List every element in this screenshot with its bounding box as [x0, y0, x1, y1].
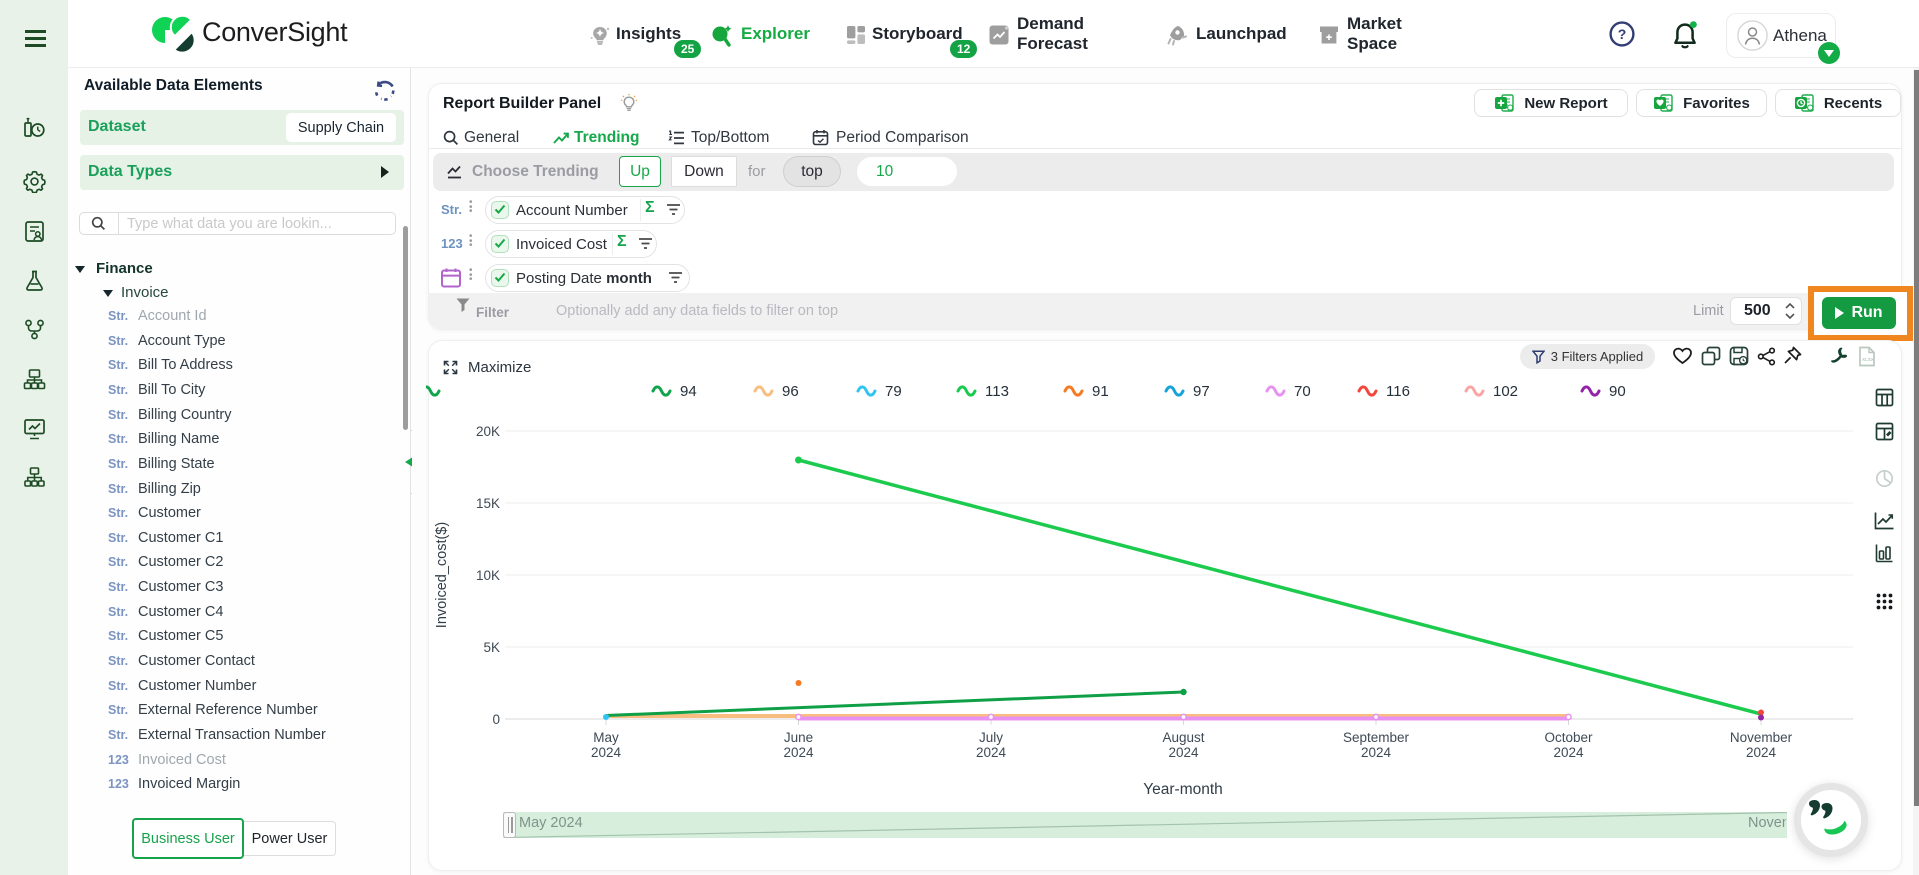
- svg-text:May: May: [593, 730, 619, 745]
- svg-text:2024: 2024: [591, 745, 622, 760]
- svg-text:June: June: [784, 730, 813, 745]
- svg-text:5K: 5K: [483, 640, 500, 655]
- svg-text:2024: 2024: [976, 745, 1007, 760]
- svg-text:?: ?: [1618, 26, 1627, 42]
- svg-text:2024: 2024: [1553, 745, 1584, 760]
- svg-text:2024: 2024: [783, 745, 814, 760]
- svg-text:July: July: [979, 730, 1003, 745]
- svg-text:20K: 20K: [476, 424, 500, 439]
- svg-text:2024: 2024: [1361, 745, 1392, 760]
- svg-text:XLSX: XLSX: [1862, 357, 1874, 362]
- svg-text:Invoiced_cost($): Invoiced_cost($): [434, 522, 450, 628]
- svg-text:10K: 10K: [476, 568, 500, 583]
- svg-text:2024: 2024: [1746, 745, 1777, 760]
- svg-text:September: September: [1343, 730, 1410, 745]
- svg-text:October: October: [1544, 730, 1593, 745]
- svg-text:August: August: [1162, 730, 1204, 745]
- svg-text:2024: 2024: [1168, 745, 1199, 760]
- svg-text:November: November: [1730, 730, 1793, 745]
- svg-text:Year-month: Year-month: [1143, 781, 1223, 798]
- svg-text:15K: 15K: [476, 496, 500, 511]
- svg-text:0: 0: [492, 712, 500, 727]
